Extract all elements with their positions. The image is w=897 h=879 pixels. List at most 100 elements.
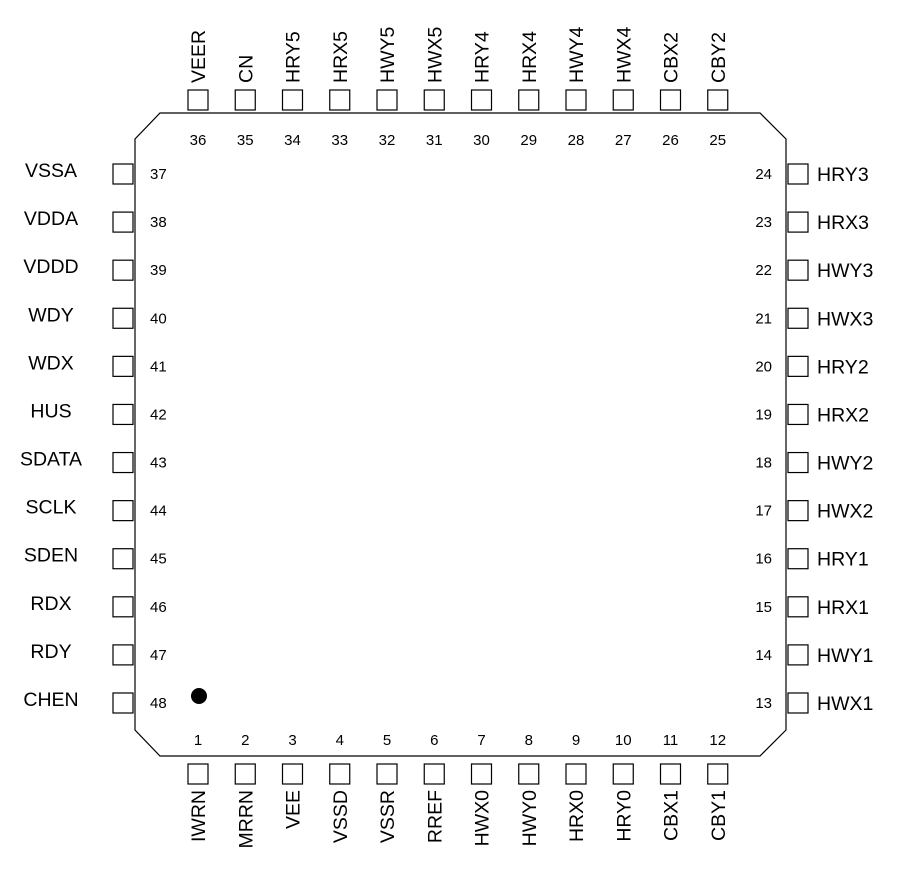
pin-number: 16 [755, 551, 772, 568]
pin-number: 48 [150, 695, 167, 712]
pin-28: 28 HWY4 [565, 27, 588, 149]
pin-31: 31 HWX5 [423, 27, 446, 149]
pin-pad [565, 89, 587, 111]
pin-name: SDATA [20, 449, 82, 471]
pin-40: 40 WDY [28, 304, 167, 329]
pin-name: VSSR [377, 790, 399, 843]
pin-pad [707, 763, 729, 785]
pin-pad [470, 89, 493, 111]
pin-name: VEER [188, 30, 210, 83]
pin-pad [112, 163, 134, 185]
pin-4: 4 VSSD [329, 732, 352, 843]
pin-name: IWRN [188, 790, 210, 842]
pin-pad [112, 500, 134, 522]
pin-pad [787, 259, 809, 281]
pin-name: HRX5 [330, 31, 352, 83]
pin-name: HRX1 [817, 597, 869, 619]
pin-pad [565, 763, 587, 785]
pin-pad [376, 89, 398, 111]
pin-number: 9 [572, 732, 580, 749]
pin-32: 32 HWY5 [376, 27, 399, 149]
pin-number: 34 [284, 132, 301, 149]
pin-5: 5 VSSR [376, 732, 399, 843]
pin-26: 26 CBX2 [659, 32, 683, 149]
pin-name: HWY1 [817, 645, 873, 667]
pin-6: 6 RREF [423, 732, 446, 843]
pin-name: HWY3 [817, 260, 873, 282]
pin-9: 9 HRX0 [565, 732, 588, 842]
pin-number: 40 [150, 310, 167, 327]
pin-pad [659, 763, 682, 785]
pin-pad [376, 763, 398, 785]
pin-11: 11 CBX1 [659, 732, 683, 841]
pin-name: WDY [28, 304, 74, 326]
pin-35: 35 CN [234, 55, 257, 149]
pin-pad [787, 307, 809, 329]
pin-name: RREF [424, 790, 446, 843]
pin-pad [112, 644, 134, 666]
pin-number: 15 [755, 599, 772, 616]
pin-number: 5 [383, 732, 391, 749]
pin-13: 13 HWX1 [755, 692, 873, 715]
pin1-marker-dot [191, 688, 207, 704]
pin-name: HRY2 [817, 356, 869, 378]
pin-name: WDX [28, 352, 74, 374]
pin-name: HWX1 [817, 693, 873, 715]
pin-number: 23 [755, 214, 772, 231]
pin-pad [787, 596, 809, 618]
pin-pad [112, 403, 134, 426]
pin-pad [112, 692, 134, 714]
pin-number: 13 [755, 695, 772, 712]
pin-23: 23 HRX3 [755, 211, 869, 234]
pin-pad [518, 763, 540, 785]
pin-name: HWX5 [424, 27, 446, 83]
pin-number: 2 [241, 732, 249, 749]
pin-44: 44 SCLK [26, 497, 167, 522]
pin-number: 29 [520, 132, 537, 149]
pin-number: 44 [150, 503, 167, 520]
pin-number: 14 [755, 647, 772, 664]
pin-42: 42 HUS [30, 400, 167, 426]
pin-pad [423, 89, 445, 111]
pin-pad [187, 89, 209, 111]
pin-name: HWX3 [817, 308, 873, 330]
pin-number: 36 [190, 132, 207, 149]
pin-name: CBY2 [708, 32, 730, 83]
pin-number: 22 [755, 262, 772, 279]
pin-17: 17 HWX2 [755, 500, 873, 523]
pin-number: 11 [663, 732, 679, 749]
pin-pad [112, 596, 134, 618]
pin-41: 41 WDX [28, 352, 167, 377]
pin-pad [470, 763, 493, 785]
pin-number: 35 [237, 132, 254, 149]
pin-3: 3 VEE [281, 732, 305, 829]
pin-number: 12 [709, 732, 726, 749]
pin-name: SDEN [24, 545, 78, 567]
pin-39: 39 VDDD [23, 256, 167, 281]
pin-24: 24 HRY3 [755, 163, 869, 186]
pin-number: 46 [150, 599, 167, 616]
pin-7: 7 HWX0 [470, 732, 494, 846]
pin-33: 33 HRX5 [329, 31, 352, 149]
pin-21: 21 HWX3 [755, 307, 873, 330]
pin-37: 37 VSSA [25, 160, 167, 185]
pin-number: 47 [150, 647, 167, 664]
pin-name: HRY0 [613, 790, 635, 842]
pin-number: 24 [755, 166, 772, 183]
pin-name: CBY1 [708, 790, 730, 841]
pin-pad [187, 763, 209, 785]
pin-25: 25 CBY2 [707, 32, 730, 149]
pin-pad [234, 763, 256, 785]
pin-number: 25 [709, 132, 726, 149]
pin-number: 10 [615, 732, 632, 749]
pin-name: HRY3 [817, 164, 869, 186]
pin-name: VDDD [23, 256, 78, 278]
pin-name: CHEN [23, 689, 78, 711]
pin-number: 37 [150, 166, 167, 183]
pin-number: 45 [150, 551, 167, 568]
pin-name: HWX2 [817, 501, 873, 523]
pin-pad [787, 403, 809, 426]
pin-number: 17 [755, 503, 772, 520]
pin-pad [787, 548, 809, 570]
pin-34: 34 HRY5 [281, 31, 305, 149]
